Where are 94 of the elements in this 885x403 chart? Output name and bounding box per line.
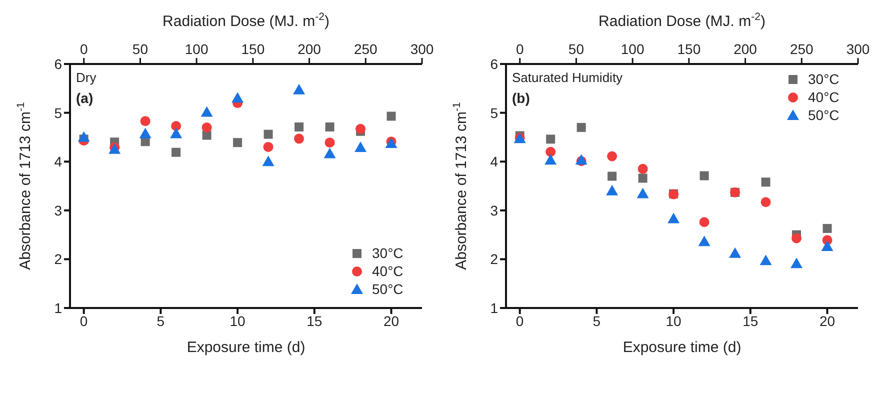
point (78, 131, 90, 142)
point (354, 141, 367, 152)
y-tick-label: 4 (54, 154, 62, 170)
legend-label: 50°C (372, 280, 404, 298)
x-tick-label: 5 (156, 312, 165, 329)
point (546, 146, 556, 157)
point (729, 247, 742, 258)
y-tick-label: 2 (490, 251, 498, 268)
point (232, 92, 244, 103)
point (200, 106, 213, 117)
point (546, 134, 556, 144)
point (638, 174, 648, 183)
y-tick-label: 6 (54, 56, 62, 72)
y-tick-label: 3 (490, 202, 498, 218)
point (325, 122, 334, 132)
legend-label: 40°C (372, 262, 404, 280)
point (608, 172, 617, 181)
point (356, 124, 366, 134)
x-tick-label: 0 (80, 312, 88, 329)
point (262, 156, 274, 166)
x2-tick-label: 50 (568, 41, 584, 57)
y-tick-label: 5 (490, 104, 498, 121)
x2-tick-label: 300 (846, 41, 870, 57)
point (386, 112, 396, 121)
annotation: Dry (76, 69, 96, 87)
x2-tick-label: 50 (132, 41, 148, 57)
point (606, 184, 618, 196)
x2-tick-label: 300 (410, 41, 434, 57)
point (324, 138, 335, 148)
x-tick-label: 15 (306, 312, 322, 329)
x2-tick-label: 200 (298, 41, 322, 57)
x2-axis-title: Radiation Dose (MJ. m$^{-2}$) (162, 11, 330, 30)
point (607, 151, 618, 162)
x-tick-label: 20 (383, 312, 400, 329)
point (821, 240, 834, 252)
point (668, 212, 680, 224)
legend-label: 50°C (808, 106, 840, 124)
x2-tick-label: 0 (80, 41, 88, 57)
point (171, 120, 182, 131)
legend-label: 30°C (372, 244, 404, 262)
point (202, 122, 212, 132)
point (170, 128, 182, 138)
point (140, 116, 150, 126)
point (576, 122, 586, 132)
point (293, 84, 306, 94)
point (822, 224, 832, 233)
point (760, 254, 772, 266)
x2-tick-label: 100 (620, 41, 644, 57)
y-tick-label: 3 (54, 202, 62, 218)
x2-tick-label: 150 (241, 41, 265, 57)
x-tick-label: 20 (819, 312, 836, 329)
y-tick-label: 6 (490, 56, 498, 72)
point (264, 130, 273, 139)
point (172, 148, 181, 157)
y-tick-label: 4 (490, 154, 498, 170)
y-tick-label: 1 (490, 300, 498, 316)
x-tick-label: 15 (742, 312, 758, 329)
point (233, 138, 242, 148)
annotation: (b) (512, 89, 531, 108)
y-tick-label: 2 (54, 251, 62, 268)
annotation: Saturated Humidity (512, 69, 623, 87)
x-tick-label: 0 (516, 312, 524, 329)
point (790, 258, 803, 268)
x2-axis-title: Radiation Dose (MJ. m$^{-2}$) (598, 11, 766, 30)
point (638, 164, 648, 174)
annotation: (a) (76, 89, 94, 108)
x-axis-title: Exposure time (d) (622, 339, 742, 356)
x2-tick-label: 0 (516, 41, 524, 57)
point (792, 233, 802, 244)
x2-tick-label: 100 (184, 41, 208, 57)
point (139, 128, 152, 138)
point (700, 171, 709, 180)
x2-tick-label: 150 (677, 41, 701, 57)
point (294, 122, 304, 132)
point (760, 197, 771, 208)
y-tick-label: 5 (54, 104, 62, 121)
x-tick-label: 10 (230, 312, 246, 329)
point (699, 217, 710, 228)
x-tick-label: 10 (666, 312, 682, 329)
legend-label: 30°C (808, 70, 840, 88)
x-axis-title: Exposure time (d) (186, 339, 306, 356)
y-tick-label: 1 (54, 300, 62, 316)
point (544, 154, 557, 165)
point (294, 134, 304, 144)
x-tick-label: 5 (592, 312, 601, 329)
x2-tick-label: 250 (790, 41, 814, 57)
point (324, 148, 336, 158)
point (761, 178, 770, 187)
legend-label: 40°C (808, 88, 840, 106)
x2-tick-label: 250 (354, 41, 378, 57)
point (636, 188, 649, 198)
point (698, 236, 710, 246)
x2-tick-label: 200 (734, 41, 758, 57)
point (263, 142, 274, 152)
